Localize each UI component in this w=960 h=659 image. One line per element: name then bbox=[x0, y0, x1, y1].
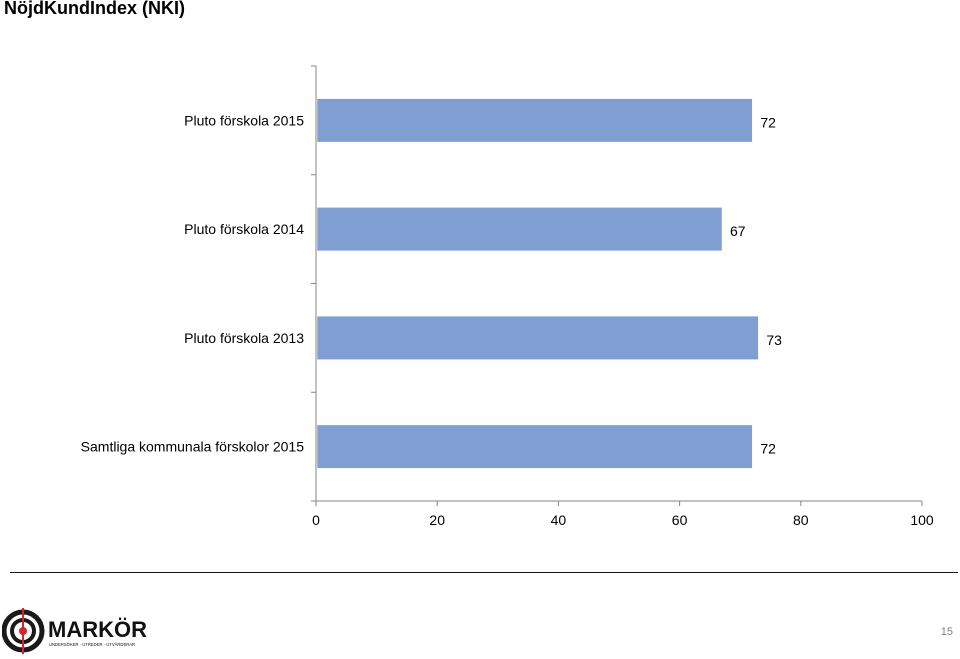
logo-wordmark: MARKÖR bbox=[48, 617, 147, 642]
x-tick-label: 40 bbox=[551, 512, 567, 528]
data-label: 72 bbox=[760, 441, 776, 457]
target-icon bbox=[2, 608, 45, 654]
category-label: Pluto förskola 2014 bbox=[184, 221, 304, 237]
category-label: Samtliga kommunala förskolor 2015 bbox=[81, 439, 305, 455]
x-tick-label: 0 bbox=[312, 512, 320, 528]
x-tick-label: 80 bbox=[793, 512, 809, 528]
x-tick-label: 20 bbox=[429, 512, 445, 528]
category-label: Pluto förskola 2013 bbox=[184, 330, 304, 346]
markor-logo: MARKÖR UNDERSÖKER · UTREDER · UTVÄRDERAR bbox=[2, 608, 147, 654]
bar-chart: 0 20 40 60 80 100 Pluto förskola 2015 72 Pluto f… bbox=[81, 65, 934, 528]
data-label: 67 bbox=[730, 223, 746, 239]
bar bbox=[316, 98, 753, 143]
category-label: Pluto förskola 2015 bbox=[184, 112, 304, 128]
page-number: 15 bbox=[940, 626, 953, 638]
bar bbox=[316, 424, 753, 469]
x-tick-label: 100 bbox=[910, 512, 934, 528]
data-label: 73 bbox=[766, 332, 782, 348]
bar bbox=[316, 207, 723, 252]
data-label: 72 bbox=[760, 114, 776, 130]
x-tick-label: 60 bbox=[672, 512, 688, 528]
footer-divider bbox=[10, 572, 958, 573]
page-title: NöjdKundIndex (NKI) bbox=[4, 0, 185, 18]
logo-tagline: UNDERSÖKER · UTREDER · UTVÄRDERAR bbox=[49, 642, 135, 647]
bar bbox=[316, 315, 759, 360]
